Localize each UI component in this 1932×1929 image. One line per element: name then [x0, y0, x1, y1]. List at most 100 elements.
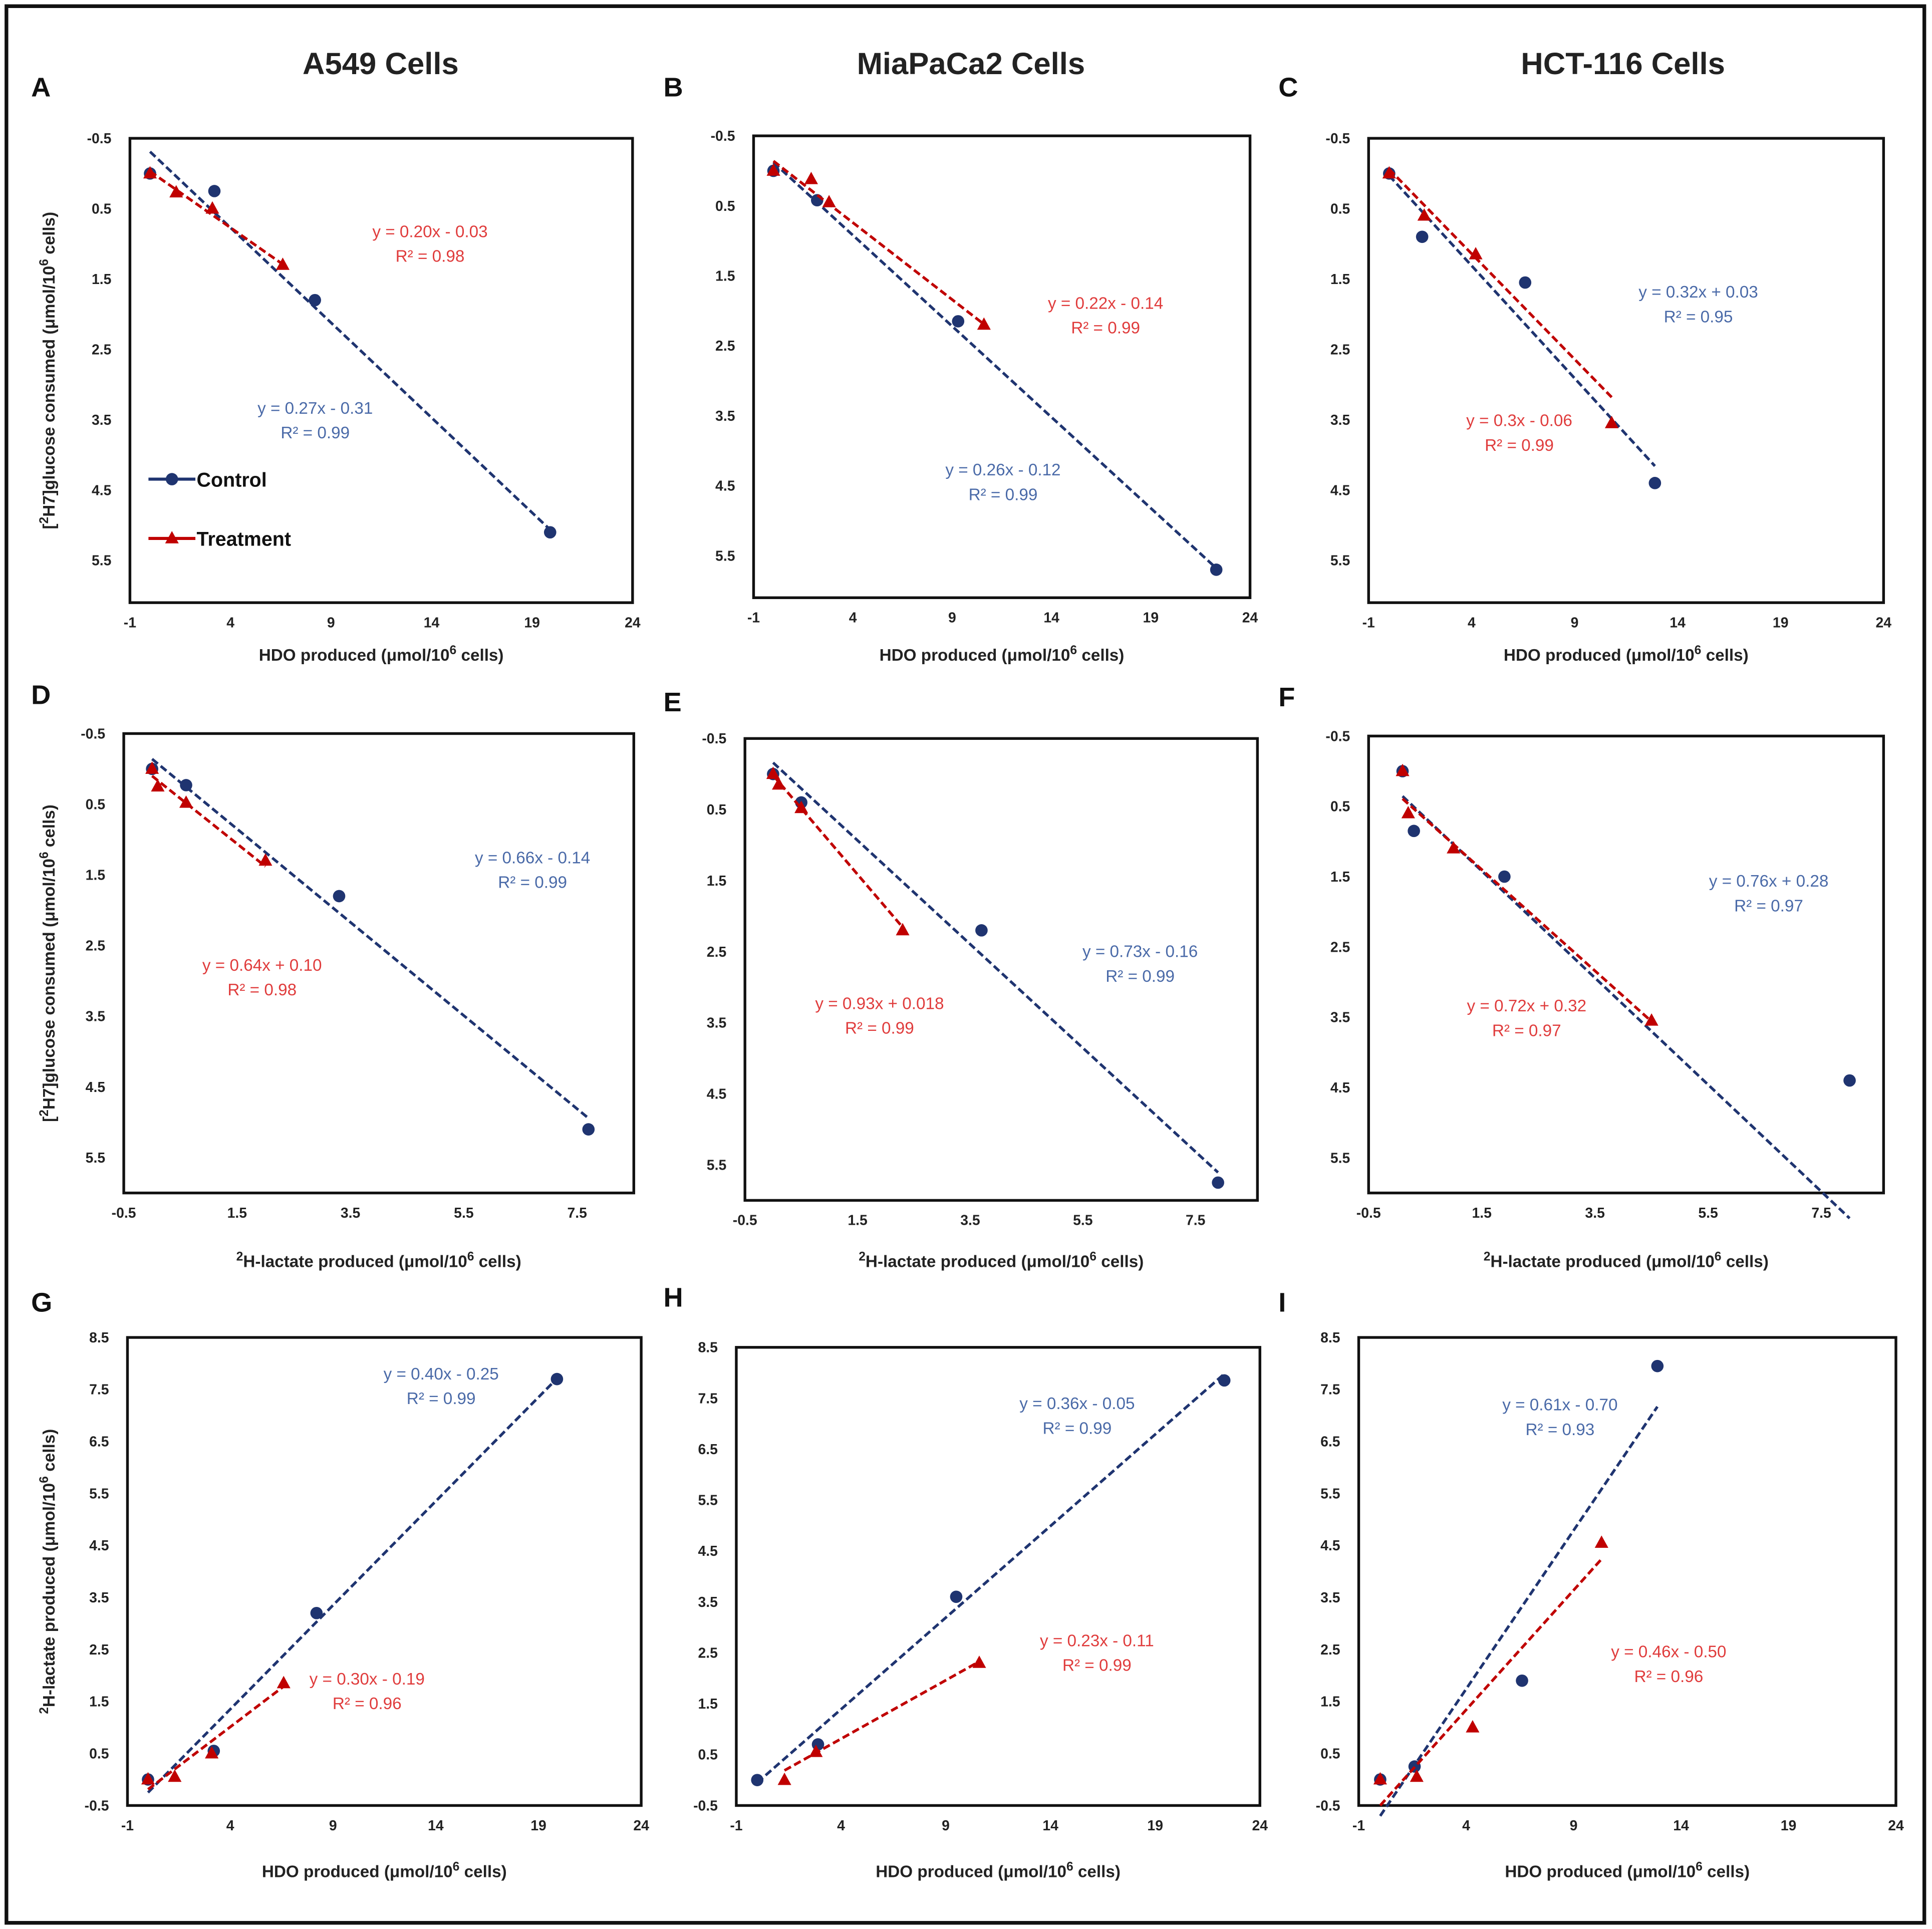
- data-point-treatment: [1466, 1720, 1480, 1733]
- label-text: H-lactate produced (μmol/10: [1490, 1253, 1714, 1271]
- data-point-treatment: [977, 317, 991, 330]
- label-text: cells): [40, 804, 59, 852]
- x-tick-label: 14: [1042, 1818, 1058, 1834]
- data-point-control: [1519, 276, 1532, 289]
- data-point-control: [952, 315, 965, 328]
- label-text: cells): [1073, 1862, 1121, 1881]
- data-point-treatment: [1396, 763, 1410, 776]
- label-text: cells): [1722, 1253, 1769, 1271]
- trendline-control: [756, 1372, 1225, 1784]
- data-point-control: [208, 185, 221, 197]
- x-tick-label: 1.5: [227, 1205, 247, 1221]
- data-point-treatment: [804, 172, 818, 184]
- data-point-control: [751, 1774, 764, 1786]
- y-tick-label: 5.5: [89, 1486, 109, 1502]
- trendline-control: [147, 1377, 558, 1794]
- equation-treatment: y = 0.3x - 0.06: [1466, 412, 1572, 430]
- y-tick-label: 1.5: [86, 868, 105, 884]
- data-point-treatment: [1410, 1769, 1424, 1782]
- r-squared-treatment: R² = 0.98: [396, 247, 465, 266]
- equation-treatment: y = 0.46x - 0.50: [1611, 1643, 1726, 1662]
- r-squared-control: R² = 0.97: [1734, 897, 1803, 915]
- label-text: HDO produced (μmol/10: [262, 1862, 453, 1881]
- x-tick-label: 19: [524, 615, 540, 631]
- x-tick-label: 14: [1673, 1818, 1689, 1834]
- y-tick-label: 3.5: [1330, 1010, 1350, 1026]
- y-tick-label: 2.5: [1320, 1642, 1340, 1658]
- label-superscript: 2: [38, 1707, 51, 1714]
- y-tick-label: 2.5: [1330, 939, 1350, 955]
- y-tick-label: 4.5: [707, 1086, 726, 1102]
- label-text: HDO produced (μmol/10: [259, 646, 450, 665]
- trendline-control: [1379, 1406, 1659, 1817]
- label-superscript: 2: [236, 1250, 243, 1263]
- label-text: cells): [456, 646, 503, 665]
- x-axis-label: HDO produced (μmol/106 cells): [262, 1860, 507, 1881]
- r-squared-control: R² = 0.99: [1106, 967, 1175, 986]
- y-tick-label: 5.5: [1330, 1150, 1350, 1166]
- legend-control-marker: [165, 473, 178, 485]
- x-tick-label: 19: [530, 1818, 546, 1834]
- trendline-treatment: [147, 1685, 285, 1791]
- label-text: HDO produced (μmol/10: [880, 646, 1070, 665]
- equation-treatment: y = 0.20x - 0.03: [372, 222, 487, 241]
- x-tick-label: 14: [428, 1818, 444, 1834]
- x-axis-label: HDO produced (μmol/106 cells): [1505, 1860, 1750, 1881]
- panel-i: I -1 4 9 14 19 24 8.5 7.5 6.5 5.5 4.5 3.5 2.5 1.5 0.5 -0…: [1278, 1287, 1904, 1881]
- label-superscript: 2: [859, 1250, 866, 1263]
- data-point-treatment: [141, 1772, 155, 1785]
- equation-control: y = 0.40x - 0.25: [384, 1365, 499, 1384]
- label-text: cells): [40, 1429, 59, 1476]
- y-tick-label: 5.5: [86, 1150, 105, 1166]
- x-tick-label: -1: [124, 615, 136, 631]
- data-point-treatment: [766, 766, 780, 779]
- data-point-treatment: [1469, 247, 1483, 259]
- data-point-control: [582, 1123, 595, 1136]
- label-text: H7]glucose consumed (μmol/10: [40, 859, 59, 1110]
- equation-treatment: y = 0.30x - 0.19: [310, 1670, 425, 1689]
- data-point-control: [550, 1372, 564, 1386]
- y-axis-label: [2H7]glucose consumed (μmol/106 cells): [38, 212, 59, 529]
- label-text: cells): [1701, 646, 1748, 665]
- r-squared-treatment: R² = 0.96: [1634, 1668, 1703, 1686]
- y-tick-label: 2.5: [89, 1642, 109, 1658]
- r-squared-control: R² = 0.99: [1043, 1419, 1112, 1438]
- label-superscript: 6: [1066, 1860, 1073, 1873]
- r-squared-control: R² = 0.93: [1525, 1421, 1594, 1439]
- data-point-treatment: [972, 1656, 986, 1668]
- x-tick-label: 4: [849, 610, 857, 626]
- trendline-treatment: [149, 170, 284, 265]
- y-tick-label: 4.5: [92, 482, 111, 498]
- x-axis-label: 2H-lactate produced (μmol/106 cells): [1484, 1250, 1769, 1271]
- equation-control: y = 0.32x + 0.03: [1638, 283, 1758, 302]
- panel-letter: D: [31, 680, 51, 710]
- y-tick-label: -0.5: [87, 131, 112, 147]
- label-superscript: 6: [1696, 1860, 1703, 1873]
- y-tick-label: -0.5: [81, 726, 105, 742]
- y-tick-label: 1.5: [707, 873, 726, 889]
- y-tick-label: 8.5: [89, 1330, 109, 1346]
- x-tick-label: -1: [747, 610, 760, 626]
- x-tick-label: 1.5: [1472, 1205, 1491, 1221]
- r-squared-treatment: R² = 0.99: [1062, 1657, 1132, 1675]
- x-tick-label: 7.5: [567, 1205, 587, 1221]
- y-tick-label: 6.5: [1320, 1434, 1340, 1450]
- r-squared-control: R² = 0.99: [498, 874, 567, 892]
- r-squared-treatment: R² = 0.99: [1485, 436, 1554, 455]
- x-tick-label: -1: [730, 1818, 742, 1834]
- y-tick-label: 3.5: [715, 408, 735, 424]
- equation-control: y = 0.61x - 0.70: [1502, 1396, 1617, 1415]
- x-tick-label: -1: [1352, 1818, 1365, 1834]
- label-text: [: [40, 523, 59, 529]
- y-tick-label: 3.5: [1320, 1590, 1340, 1606]
- y-tick-label: 2.5: [92, 342, 111, 358]
- y-axis-label: 2H-lactate produced (μmol/106 cells): [38, 1429, 59, 1714]
- trendline-treatment: [151, 775, 266, 868]
- data-point-treatment: [145, 761, 159, 774]
- label-text: HDO produced (μmol/10: [1504, 646, 1695, 665]
- x-tick-label: 4: [1468, 615, 1476, 631]
- data-point-control: [1843, 1074, 1856, 1087]
- data-point-treatment: [1447, 841, 1461, 854]
- panel-c: C -1 4 9 14 19 24 -0.5 0.5 1.5 2.5 3.5 4.5 5.5 HDO pro…: [1278, 72, 1891, 665]
- data-point-control: [1516, 1674, 1528, 1687]
